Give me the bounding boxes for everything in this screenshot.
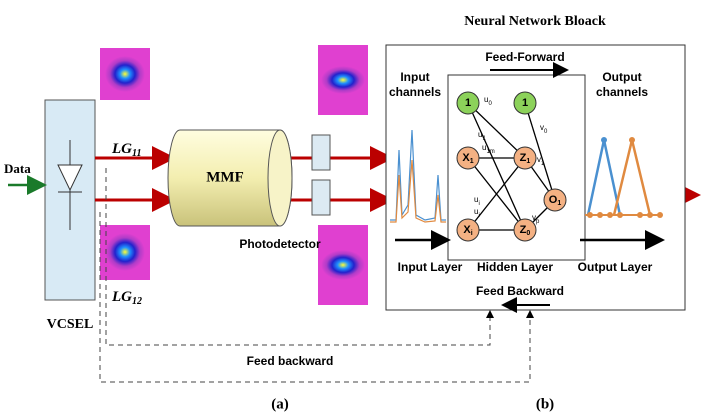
- label-base: v: [540, 123, 544, 132]
- node: [513, 91, 537, 115]
- feed-forward: Feed-Forward: [485, 50, 564, 64]
- label-sub: i: [471, 230, 473, 237]
- photodetector: [311, 179, 331, 216]
- node: [456, 91, 480, 115]
- output-channels: Output channels: [596, 70, 648, 99]
- diode: [57, 140, 83, 230]
- input-signal: [390, 159, 446, 223]
- node: [513, 218, 537, 242]
- label-sub: i: [478, 201, 479, 207]
- label: Xi: [463, 224, 472, 237]
- label-base: v: [532, 213, 536, 222]
- label: 1: [522, 97, 528, 109]
- label-sub: 1: [541, 161, 545, 167]
- label-sub: 1: [557, 200, 561, 207]
- photodetector-label: Photodetector: [239, 237, 321, 251]
- label-base: X: [463, 224, 471, 236]
- label-base: u: [474, 207, 478, 216]
- label-base: X: [462, 152, 470, 164]
- feedback-lines: [99, 168, 534, 383]
- panel-a: (a): [271, 396, 289, 412]
- label: O1: [549, 194, 562, 207]
- mode-images: [100, 45, 368, 305]
- node: [456, 146, 480, 170]
- photodetector: [311, 134, 331, 171]
- label: Z0: [520, 224, 531, 237]
- output-layer: Output Layer: [578, 260, 653, 274]
- node: [513, 146, 537, 170]
- label: Z1: [520, 152, 531, 165]
- label-base: O: [549, 194, 558, 206]
- label-sub: i: [478, 213, 479, 219]
- hidden-layer: Hidden Layer: [477, 260, 553, 274]
- label-base: 1: [465, 97, 471, 109]
- label-base: v: [537, 155, 541, 164]
- label-base: Z: [520, 152, 527, 164]
- label: u1m: [482, 143, 495, 154]
- label-sub: 0: [526, 230, 530, 237]
- label-sub: 1: [482, 136, 486, 142]
- input-signal: [390, 129, 446, 221]
- label-base: u: [478, 130, 482, 139]
- node: [543, 188, 567, 212]
- label: ui: [474, 195, 480, 206]
- label-sub: p: [536, 219, 540, 225]
- mode-label: LG11: [111, 141, 141, 159]
- input-layer: Input Layer: [398, 260, 463, 274]
- input-channels: Input channels: [389, 70, 441, 99]
- output-signal: [585, 137, 663, 218]
- label: vp: [532, 213, 540, 224]
- panel-b: (b): [536, 396, 554, 412]
- beams: [95, 146, 701, 212]
- label-base: u: [474, 195, 478, 204]
- label-sub: 0: [544, 129, 548, 135]
- label: X1: [462, 152, 473, 165]
- mode-base: LG: [111, 141, 132, 157]
- label-base: u: [484, 95, 488, 104]
- feed-backward-lower: Feed backward: [247, 354, 334, 368]
- label: v1: [537, 155, 545, 166]
- label-base: u: [482, 143, 486, 152]
- label-base: Z: [520, 224, 527, 236]
- label-sub: 0: [488, 101, 492, 107]
- node: [456, 218, 480, 242]
- mode-sub: 12: [132, 296, 142, 307]
- label: u0: [484, 95, 492, 106]
- mmf-label: MMF: [206, 169, 243, 185]
- label-base: 1: [522, 97, 528, 109]
- label: ui: [474, 207, 480, 218]
- feed-backward: Feed Backward: [476, 284, 564, 298]
- mode-sub: 11: [132, 148, 141, 159]
- vcsel-label: VCSEL: [47, 317, 94, 332]
- mmf: [167, 129, 293, 227]
- label: v0: [540, 123, 548, 134]
- label-sub: 1: [526, 158, 530, 165]
- label-sub: 1m: [486, 149, 494, 155]
- label: 1: [465, 97, 471, 109]
- label-sub: 1: [470, 158, 474, 165]
- mode-label: LG12: [111, 289, 142, 307]
- data-label: Data: [4, 161, 31, 176]
- mode-base: LG: [111, 289, 132, 305]
- title: Neural Network Bloack: [464, 14, 606, 29]
- label: u1: [478, 130, 486, 141]
